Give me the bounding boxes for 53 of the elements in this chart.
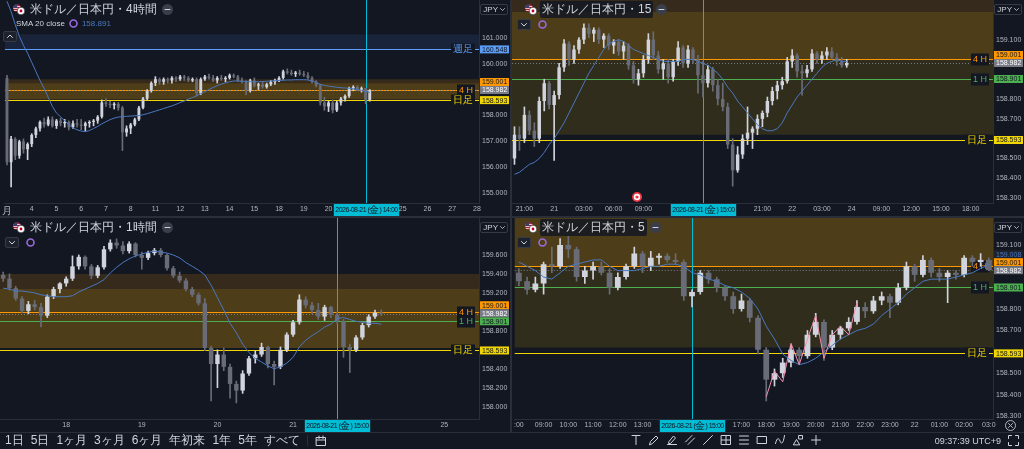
candlestick	[656, 253, 662, 265]
annotation: 日足	[453, 344, 473, 356]
annotation: 4 H	[458, 84, 474, 95]
candlestick	[552, 90, 556, 161]
chart-title: 米ドル／日本円・5	[540, 219, 647, 236]
annotation: 週足	[453, 43, 473, 55]
annotation: 1 H	[972, 73, 988, 84]
text: 5日	[30, 432, 50, 449]
x-tick-label: 月	[2, 204, 12, 216]
text: 5年	[238, 432, 257, 449]
candlestick	[271, 360, 277, 386]
annotation: 1 H	[972, 281, 988, 292]
annotation: 1 H	[458, 315, 474, 326]
candlestick	[75, 119, 79, 128]
y-axis-title: JPY	[997, 5, 1012, 14]
candlestick	[125, 125, 128, 137]
chart-title: 米ドル／日本円・1時間	[28, 219, 159, 236]
y-axis-title: JPY	[483, 5, 498, 14]
chart-title: 米ドル／日本円・15	[540, 1, 654, 18]
y-axis-title: JPY	[483, 223, 498, 232]
text: 1日	[5, 432, 24, 449]
candlestick	[548, 246, 555, 274]
candlestick	[701, 61, 705, 98]
candlestick	[379, 309, 384, 316]
annotation: 158.891	[81, 19, 111, 28]
text: 6ヶ月	[131, 432, 163, 449]
candlestick	[22, 138, 25, 154]
annotation: 日足	[967, 134, 987, 146]
candlestick	[862, 302, 869, 318]
chart-title: 米ドル／日本円・4時間	[28, 1, 159, 18]
text: 09:37:39 UTC+9	[934, 435, 1001, 446]
text: 3ヶ月	[94, 432, 125, 449]
candlestick	[347, 343, 352, 373]
series-label: SMA 20 close	[16, 19, 65, 28]
candlestick	[139, 251, 145, 270]
annotation: 日足	[967, 347, 987, 359]
candlestick	[257, 82, 260, 90]
text: 1年	[212, 432, 232, 449]
y-axis-title: JPY	[997, 223, 1012, 232]
text: すべて	[263, 432, 300, 449]
candlestick	[689, 289, 695, 308]
annotation: 4 H	[972, 260, 988, 271]
annotation: 4 H	[972, 53, 988, 64]
candlestick	[158, 77, 161, 85]
text: 年初来	[169, 432, 206, 449]
candlestick	[55, 119, 58, 129]
annotation: 4 H	[458, 306, 474, 317]
candlestick	[120, 106, 124, 151]
candlestick	[592, 27, 596, 42]
text: 1ヶ月	[56, 432, 88, 449]
candlestick	[261, 81, 265, 89]
candlestick	[800, 65, 804, 96]
annotation: 日足	[453, 94, 473, 106]
